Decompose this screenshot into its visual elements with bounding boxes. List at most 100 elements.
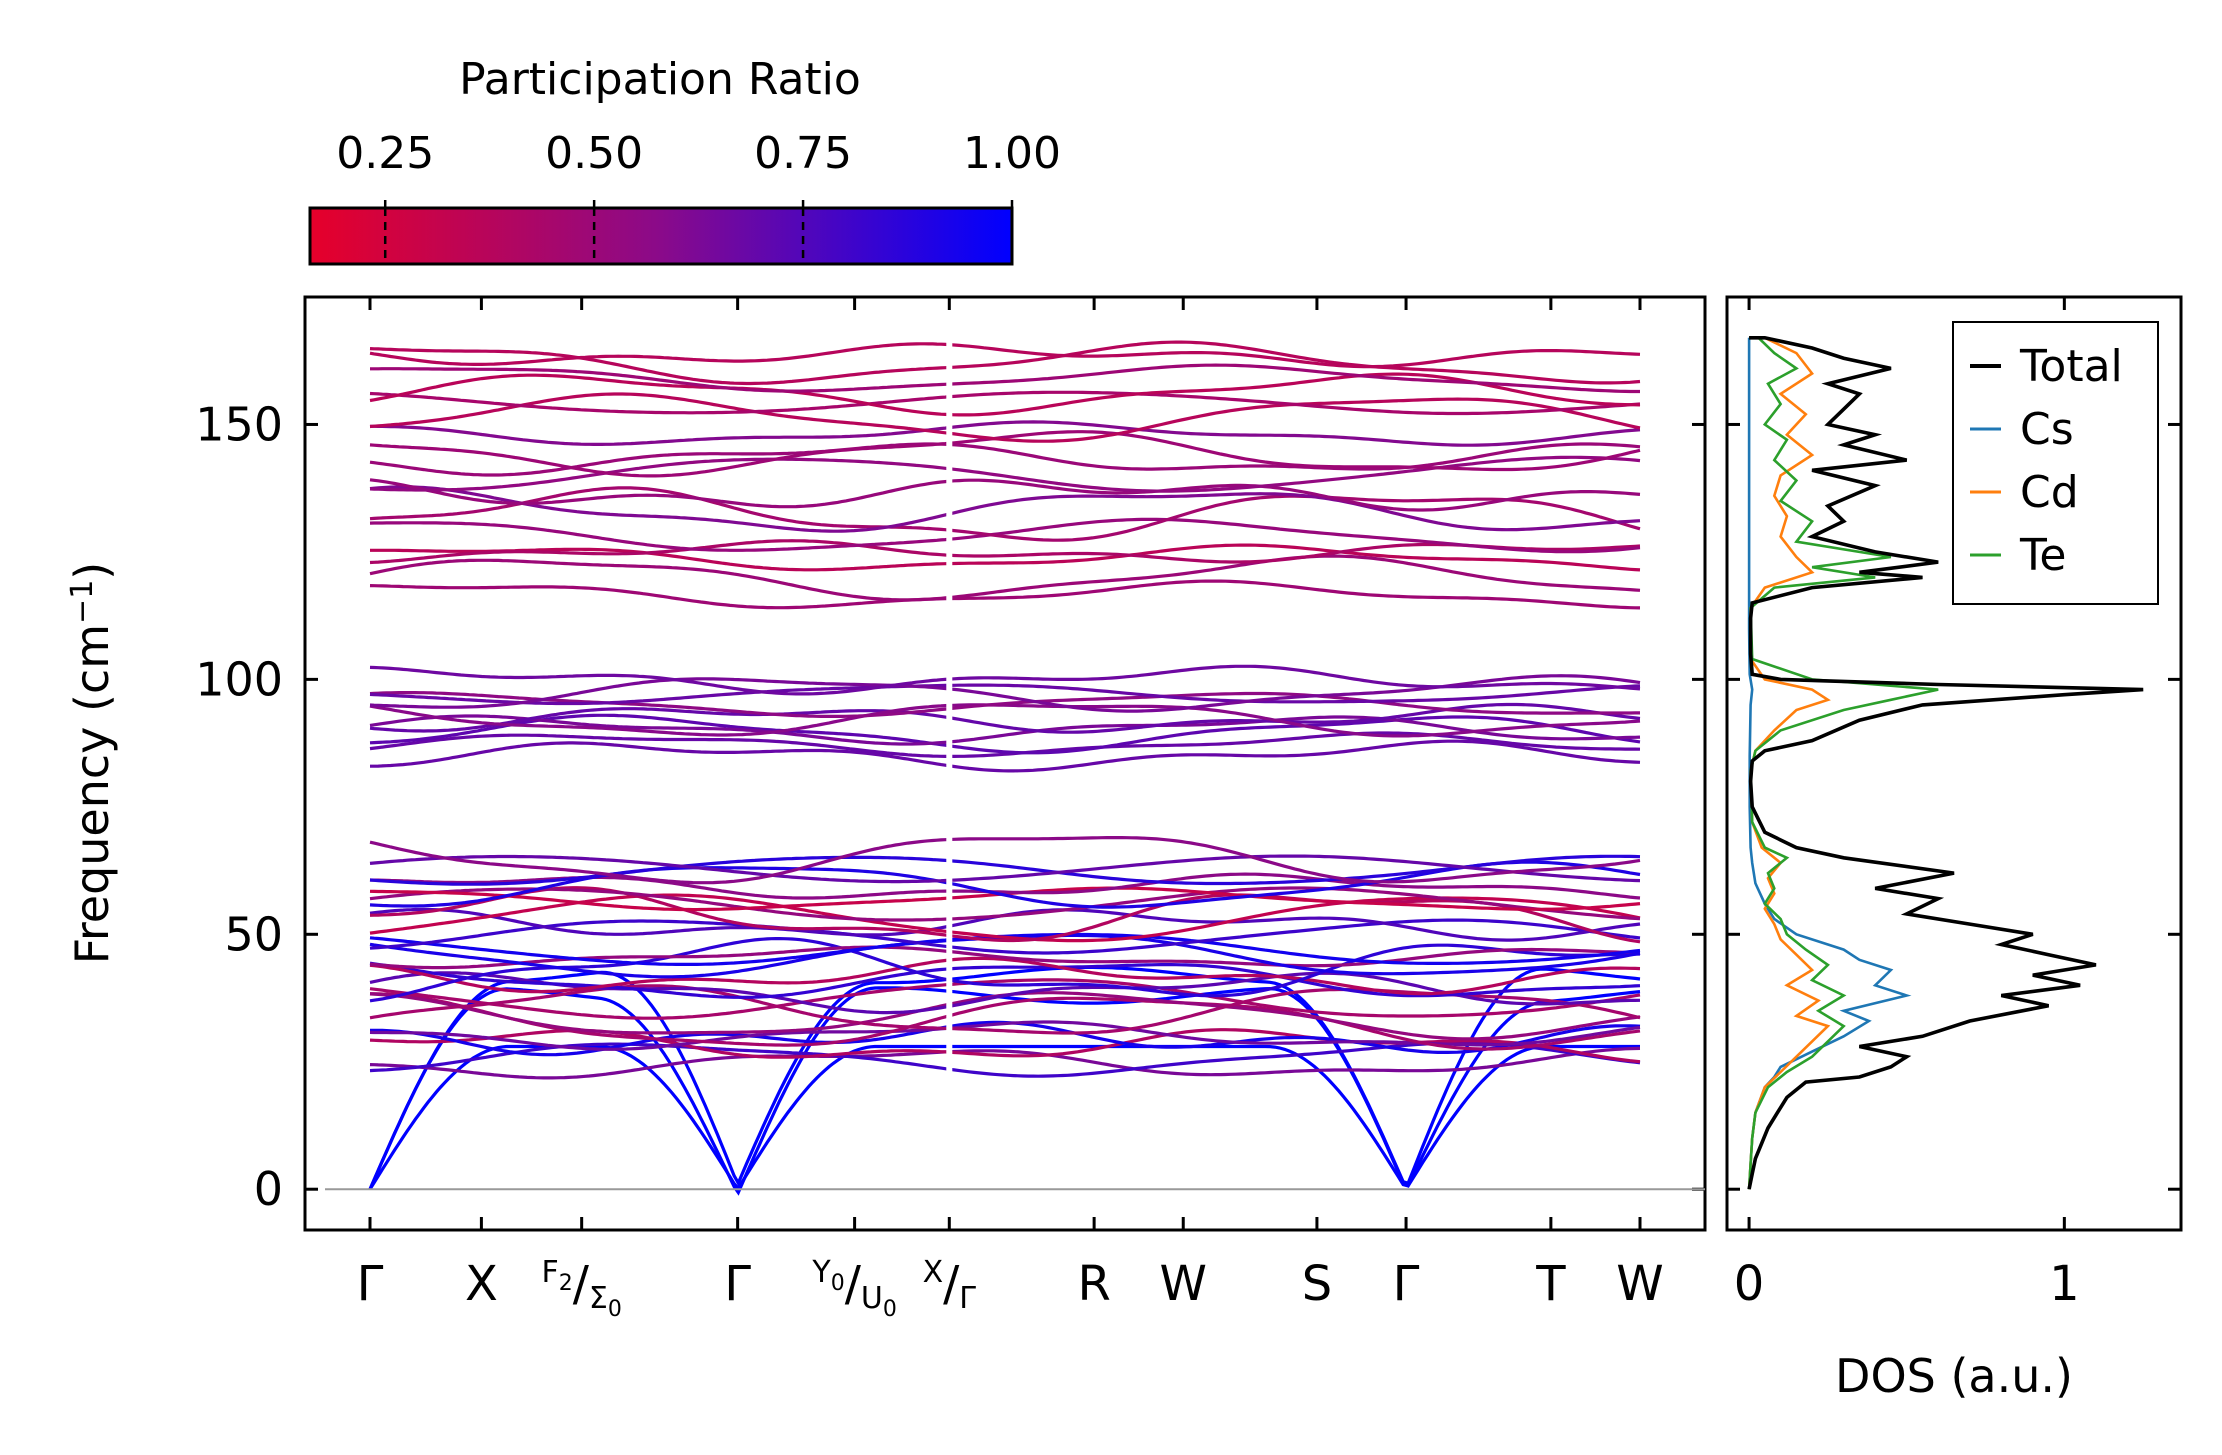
band-line xyxy=(369,854,950,884)
legend-box xyxy=(1952,321,2159,605)
band-line xyxy=(368,1044,950,1191)
x-tick-label-main: Γ xyxy=(1393,1256,1420,1312)
band-line xyxy=(369,558,950,602)
band-line xyxy=(949,739,1641,773)
band-line xyxy=(369,677,950,709)
dos-line-cs xyxy=(1747,337,1912,1190)
band-line xyxy=(949,1020,1641,1047)
x-tick-label: W xyxy=(1616,1256,1663,1312)
y-axis-label-end: ) xyxy=(65,562,119,580)
band-line xyxy=(949,896,1641,943)
legend-label: Total xyxy=(2019,341,2123,392)
x-tick-label: Γ xyxy=(357,1256,384,1312)
band-line xyxy=(369,866,950,908)
x-tick-label-main: T xyxy=(1535,1256,1566,1312)
band-line xyxy=(370,367,950,393)
band-line xyxy=(370,424,950,446)
y-axis-label-sup: −1 xyxy=(65,580,100,624)
x-tick-label-main: W xyxy=(1160,1256,1207,1312)
band-line xyxy=(949,478,1641,512)
band-line xyxy=(949,1046,1641,1077)
x-tick-label: R xyxy=(1077,1256,1110,1312)
band-line xyxy=(369,457,950,492)
band-line xyxy=(369,391,950,415)
x-tick-label-main: S xyxy=(1302,1256,1332,1312)
dos-axes-frame xyxy=(1725,295,2183,1232)
band-line xyxy=(369,958,950,994)
band-line xyxy=(370,547,950,572)
band-line xyxy=(949,363,1640,394)
band-line xyxy=(949,579,1641,610)
x-tick-label-sep: / xyxy=(573,1256,590,1312)
band-line xyxy=(949,886,1641,911)
colorbar-tick-label: 0.50 xyxy=(545,128,643,179)
x-tick-label: S xyxy=(1302,1256,1332,1312)
colorbar-tick-label: 0.75 xyxy=(754,128,852,179)
dos-line-total xyxy=(1747,336,2144,1190)
band-line xyxy=(949,430,1641,472)
band-line xyxy=(949,987,1641,1035)
band-line xyxy=(369,342,950,366)
band-line xyxy=(949,702,1641,734)
x-tick-label: T xyxy=(1535,1256,1566,1312)
band-line xyxy=(949,1020,1641,1054)
band-line xyxy=(369,1026,950,1051)
colorbar-gradient xyxy=(308,206,1014,266)
band-line xyxy=(948,991,1641,1041)
x-tick-label-main: X xyxy=(465,1256,498,1312)
dos-x-tick-label: 0 xyxy=(1734,1256,1765,1312)
y-tick-label: 0 xyxy=(254,1162,283,1216)
band-line xyxy=(369,478,950,509)
band-line xyxy=(949,674,1641,713)
band-line xyxy=(369,837,950,885)
y-tick-label: 50 xyxy=(224,907,283,961)
dos-x-tick-label: 1 xyxy=(2049,1256,2080,1312)
band-line xyxy=(949,494,1641,542)
band-line xyxy=(369,441,950,478)
band-line xyxy=(369,733,950,758)
x-tick-label-second: Σ xyxy=(589,1281,608,1316)
x-tick-label-main-sub: 0 xyxy=(831,1271,845,1296)
band-line xyxy=(949,956,1641,996)
band-line xyxy=(369,887,950,922)
band-line xyxy=(949,918,1641,955)
band-line xyxy=(369,486,950,532)
y-axis-label: Frequency (cm−1) xyxy=(65,562,119,965)
x-tick-label-main: Γ xyxy=(724,1256,751,1312)
x-tick-label-sep: / xyxy=(845,1256,862,1312)
band-line xyxy=(369,714,950,746)
band-line xyxy=(369,713,950,748)
y-axis-label-base: Frequency (cm xyxy=(65,624,119,964)
band-line xyxy=(369,691,950,718)
band-line xyxy=(949,943,1641,998)
x-tick-label: X xyxy=(465,1256,498,1312)
dos-line-cd xyxy=(1747,336,1831,1190)
band-line xyxy=(369,392,950,435)
band-line xyxy=(948,492,1641,532)
band-line xyxy=(949,715,1641,755)
x-tick-label-main-sub: 2 xyxy=(559,1271,573,1296)
x-tick-label: W xyxy=(1160,1256,1207,1312)
band-line xyxy=(369,707,950,733)
x-tick-label-main: F xyxy=(541,1255,558,1290)
band-axes-frame xyxy=(303,295,1707,1232)
band-line xyxy=(369,992,950,1035)
band-line xyxy=(948,860,1641,909)
band-line xyxy=(949,978,1641,1018)
y-tick-label: 100 xyxy=(195,652,283,706)
colorbar: Participation Ratio 0.25 0.50 0.75 1.00 xyxy=(308,54,1061,266)
band-line xyxy=(949,543,1641,572)
dos-lines xyxy=(1747,336,2144,1190)
band-line xyxy=(369,1050,950,1080)
band-line xyxy=(369,886,950,938)
x-tick-label-second-sub: 0 xyxy=(883,1297,897,1322)
dos-line-te xyxy=(1747,336,1939,1190)
x-tick-label-main: Y xyxy=(811,1255,831,1290)
x-tick-label: X/Γ xyxy=(923,1255,977,1316)
band-line xyxy=(949,836,1641,884)
band-line xyxy=(949,854,1641,883)
